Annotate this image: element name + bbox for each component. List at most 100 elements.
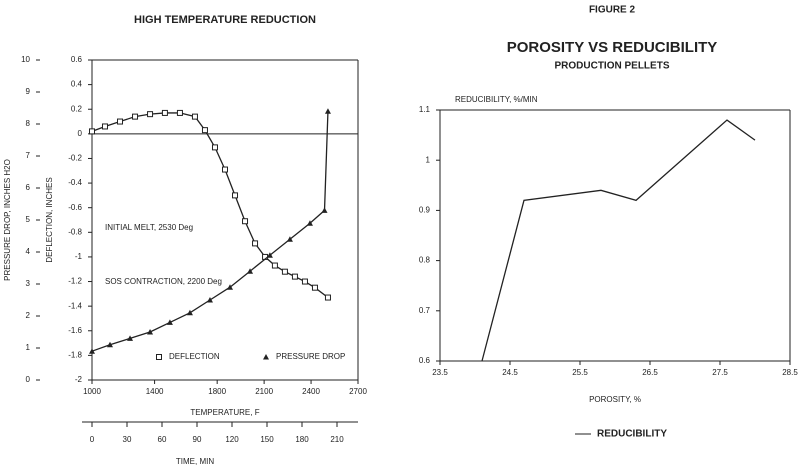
annotation: INITIAL MELT, 2530 Deg — [105, 223, 193, 232]
y2-tick-label: 5 — [26, 215, 31, 224]
y-tick-label: -0.2 — [68, 154, 82, 163]
y2-tick-label: 4 — [26, 247, 31, 256]
data-point — [106, 341, 113, 348]
x-tick-label: 2400 — [302, 387, 320, 396]
series-line — [91, 111, 329, 352]
y-tick-label: 1 — [426, 155, 431, 164]
y-tick-label: 1.1 — [419, 105, 431, 114]
x2-tick-label: 90 — [193, 435, 202, 444]
y-tick-label: -1 — [75, 252, 83, 261]
data-point — [176, 109, 183, 116]
x-tick-label: 24.5 — [502, 368, 518, 377]
figure-label: FIGURE 2 — [589, 5, 636, 16]
x2-axis-label: TIME, MIN — [176, 457, 214, 466]
chart-title: POROSITY VS REDUCIBILITY — [507, 39, 718, 56]
y-tick-label: -0.6 — [68, 203, 82, 212]
data-point — [227, 284, 234, 290]
y-tick-label: -1.2 — [68, 277, 82, 286]
data-point — [166, 319, 173, 325]
y2-tick-label: 10 — [21, 55, 30, 64]
data-point — [281, 268, 288, 275]
y2-tick-label: 9 — [26, 87, 31, 96]
x2-tick-label: 180 — [295, 435, 309, 444]
y2-tick-label: 7 — [26, 151, 31, 160]
legend-swatch — [156, 354, 162, 360]
x2-tick-label: 150 — [260, 435, 274, 444]
legend-label: REDUCIBILITY — [597, 429, 667, 440]
data-point — [324, 294, 331, 301]
y-tick-label: 0.6 — [419, 356, 431, 365]
data-point — [222, 166, 228, 173]
data-point — [301, 278, 308, 285]
x-tick-label: 2700 — [349, 387, 367, 396]
legend-label: PRESSURE DROP — [276, 352, 345, 361]
data-point — [89, 348, 95, 354]
data-point — [291, 273, 298, 280]
x2-tick-label: 30 — [123, 435, 132, 444]
data-point — [232, 192, 239, 199]
x-tick-label: 25.5 — [572, 368, 588, 377]
y2-tick-label: 2 — [26, 311, 31, 320]
y2-tick-label: 1 — [26, 343, 31, 352]
data-point — [191, 113, 198, 120]
y-tick-label: -1.6 — [68, 326, 82, 335]
data-point — [186, 309, 193, 316]
x-tick-label: 27.5 — [712, 368, 728, 377]
x2-tick-label: 210 — [330, 435, 344, 444]
y-tick-label: 0.9 — [419, 206, 431, 215]
data-point — [201, 127, 208, 134]
data-point — [252, 240, 259, 247]
annotation: SOS CONTRACTION, 2200 Deg — [105, 277, 222, 286]
x2-tick-label: 60 — [158, 435, 167, 444]
x-axis-label: TEMPERATURE, F — [190, 408, 259, 417]
y-axis-label: REDUCIBILITY, %/MIN — [455, 95, 538, 104]
y-tick-label: 0.7 — [419, 306, 431, 315]
y-tick-label: -0.4 — [68, 178, 82, 187]
data-point — [306, 220, 313, 226]
y2-axis-label: PRESSURE DROP, INCHES H2O — [3, 159, 12, 281]
data-point — [211, 144, 218, 151]
x-tick-label: 1400 — [146, 387, 164, 396]
y-tick-label: -2 — [75, 375, 83, 384]
data-point — [127, 335, 134, 341]
data-point — [271, 262, 278, 269]
y-tick-label: 0.8 — [419, 256, 431, 265]
x-tick-label: 2100 — [255, 387, 273, 396]
data-point — [324, 108, 331, 114]
data-point — [321, 207, 328, 213]
data-point — [132, 113, 139, 120]
data-point — [286, 236, 293, 242]
data-point — [206, 297, 213, 303]
data-point — [147, 329, 154, 335]
y-tick-label: -1.4 — [68, 301, 82, 310]
data-point — [242, 218, 249, 225]
y-tick-label: 0.2 — [71, 104, 83, 113]
y-tick-label: 0.6 — [71, 55, 83, 64]
data-point — [89, 128, 95, 135]
data-point — [161, 109, 168, 116]
x-tick-label: 1000 — [83, 387, 101, 396]
y-tick-label: 0 — [78, 129, 83, 138]
data-point — [117, 118, 124, 125]
series-line — [91, 112, 329, 299]
data-point — [311, 284, 318, 291]
y-tick-label: -1.8 — [68, 350, 82, 359]
x-tick-label: 28.5 — [782, 368, 798, 377]
x2-tick-label: 120 — [225, 435, 239, 444]
y2-tick-label: 0 — [26, 375, 31, 384]
y2-tick-label: 3 — [26, 279, 31, 288]
series-line — [481, 119, 756, 362]
legend-label: DEFLECTION — [169, 352, 220, 361]
chart-title: HIGH TEMPERATURE REDUCTION — [134, 14, 316, 26]
data-point — [101, 123, 108, 130]
data-point — [147, 111, 154, 118]
data-point — [266, 252, 273, 258]
x-tick-label: 23.5 — [432, 368, 448, 377]
y-tick-label: -0.8 — [68, 227, 82, 236]
legend-swatch — [263, 354, 269, 360]
y-tick-label: 0.4 — [71, 80, 83, 89]
y-axis-label: DEFLECTION, INCHES — [45, 177, 54, 262]
x-tick-label: 1800 — [208, 387, 226, 396]
chart-subtitle: PRODUCTION PELLETS — [554, 61, 669, 72]
